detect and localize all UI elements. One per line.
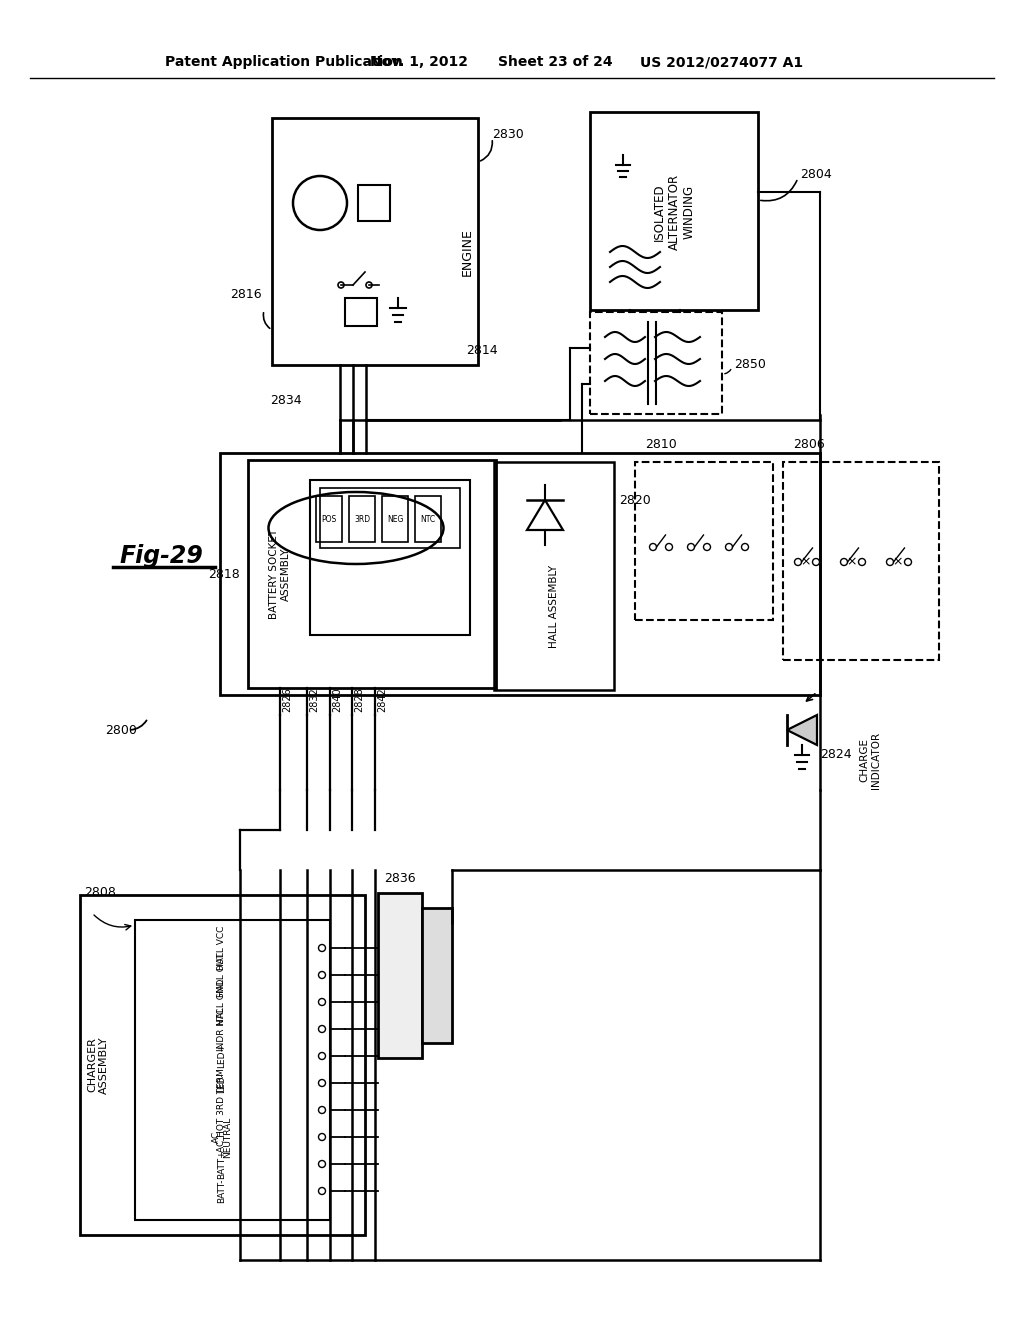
Bar xyxy=(635,462,773,620)
Text: Fig-29: Fig-29 xyxy=(120,544,204,568)
Text: HALL ASSEMBLY: HALL ASSEMBLY xyxy=(549,565,559,648)
Text: 2836: 2836 xyxy=(384,871,416,884)
Text: 2842: 2842 xyxy=(377,688,387,713)
Text: 2800: 2800 xyxy=(105,723,137,737)
Text: 2826: 2826 xyxy=(282,688,292,713)
Text: LED-: LED- xyxy=(217,1073,226,1093)
Bar xyxy=(349,496,375,543)
Text: 2830: 2830 xyxy=(492,128,523,141)
Text: AC
NEUTRAL: AC NEUTRAL xyxy=(212,1117,231,1158)
Text: 2840: 2840 xyxy=(332,688,342,713)
Text: BATT-: BATT- xyxy=(217,1179,226,1204)
Text: BATTERY SOCKET
ASSEMBLY: BATTERY SOCKET ASSEMBLY xyxy=(269,529,291,619)
Text: ENGINE: ENGINE xyxy=(461,228,473,276)
Text: Nov. 1, 2012: Nov. 1, 2012 xyxy=(370,55,468,69)
Text: ×: × xyxy=(893,556,903,569)
Text: NEG: NEG xyxy=(387,515,403,524)
Text: Sheet 23 of 24: Sheet 23 of 24 xyxy=(498,55,612,69)
Text: 2832: 2832 xyxy=(309,688,319,713)
Bar xyxy=(310,480,470,635)
Text: POS: POS xyxy=(322,515,337,524)
Text: 2828: 2828 xyxy=(354,688,364,713)
Text: ×: × xyxy=(801,556,811,569)
Bar xyxy=(422,908,452,1043)
Bar xyxy=(590,112,758,310)
Bar xyxy=(248,459,496,688)
Text: 3RD: 3RD xyxy=(354,515,370,524)
Text: 2804: 2804 xyxy=(800,169,831,181)
Text: CHARGE
INDICATOR: CHARGE INDICATOR xyxy=(859,731,881,788)
Text: 2824: 2824 xyxy=(820,748,852,762)
Text: US 2012/0274077 A1: US 2012/0274077 A1 xyxy=(640,55,803,69)
Text: ×: × xyxy=(847,556,857,569)
Text: 2806: 2806 xyxy=(793,437,824,450)
Text: 2814: 2814 xyxy=(466,343,498,356)
Text: HALL GND: HALL GND xyxy=(217,979,226,1026)
Bar xyxy=(135,920,330,1220)
Bar xyxy=(590,312,722,414)
Text: 2850: 2850 xyxy=(734,358,766,371)
Text: 2810: 2810 xyxy=(645,437,677,450)
Bar xyxy=(382,496,408,543)
Text: HALL VCC: HALL VCC xyxy=(217,925,226,970)
Polygon shape xyxy=(787,715,817,744)
Text: 2818: 2818 xyxy=(208,568,240,581)
Text: CHARGER
ASSEMBLY: CHARGER ASSEMBLY xyxy=(87,1036,109,1094)
Text: 2834: 2834 xyxy=(270,393,302,407)
Bar xyxy=(319,488,460,548)
Bar xyxy=(358,185,390,220)
Bar xyxy=(345,298,377,326)
Text: NTC: NTC xyxy=(421,515,435,524)
Bar xyxy=(378,894,422,1059)
Bar xyxy=(80,895,365,1236)
Text: BATT+: BATT+ xyxy=(217,1150,226,1179)
Text: Patent Application Publication: Patent Application Publication xyxy=(165,55,402,69)
Text: HALL OUT: HALL OUT xyxy=(217,953,226,998)
Text: 2820: 2820 xyxy=(618,494,650,507)
Text: 2808: 2808 xyxy=(84,886,116,899)
Text: 2816: 2816 xyxy=(230,289,262,301)
Text: INDR NTC: INDR NTC xyxy=(217,1007,226,1051)
Text: LED+: LED+ xyxy=(217,1044,226,1068)
Bar xyxy=(415,496,441,543)
Bar xyxy=(783,462,939,660)
Bar xyxy=(316,496,342,543)
Text: AC HOT 3RD TERM: AC HOT 3RD TERM xyxy=(217,1068,226,1152)
Bar xyxy=(220,453,820,696)
Bar xyxy=(272,117,478,366)
Text: ISOLATED
ALTERNATOR
WINDING: ISOLATED ALTERNATOR WINDING xyxy=(652,174,695,249)
Bar xyxy=(494,462,614,690)
